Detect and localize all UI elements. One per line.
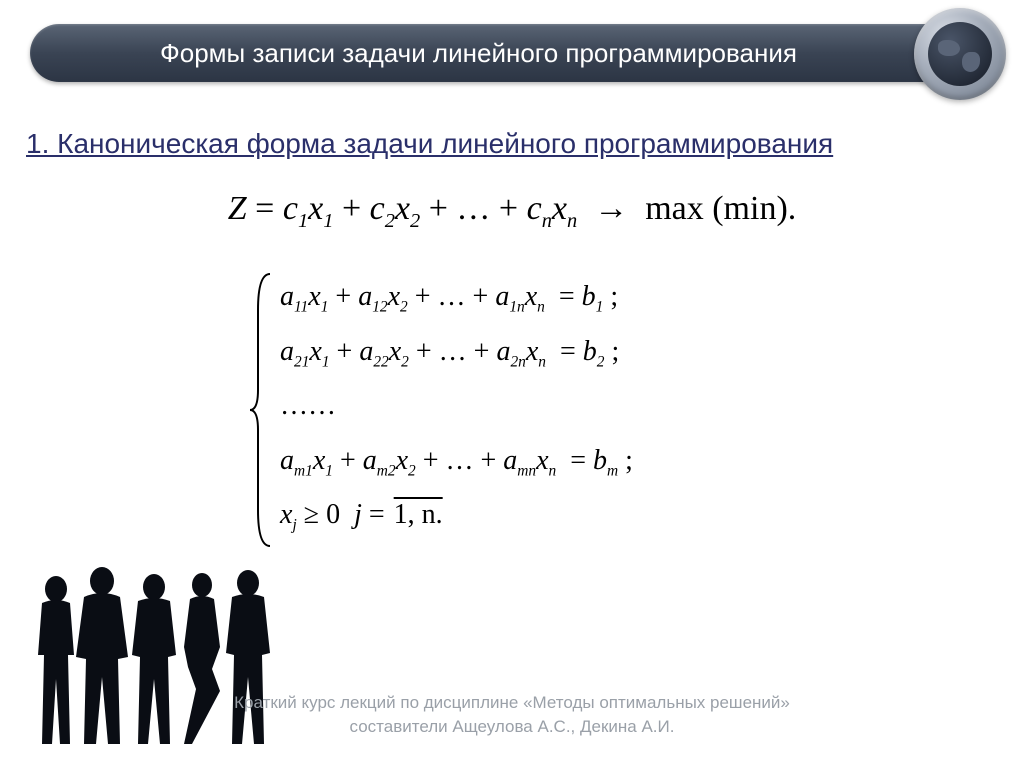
left-brace-icon	[248, 270, 274, 550]
footer-line1: Краткий курс лекций по дисциплине «Метод…	[0, 691, 1024, 715]
constraints-system: a11x1 + a12x2 + … + a1nxn = b1 ;a21x1 + …	[248, 270, 633, 550]
objective-function: Z = c1x1 + c2x2 + … + cnxn → max (min).	[0, 190, 1024, 233]
footer-credit: Краткий курс лекций по дисциплине «Метод…	[0, 691, 1024, 739]
section-heading: 1. Каноническая форма задачи линейного п…	[26, 128, 833, 160]
footer-line2: составители Ащеулова А.С., Декина А.И.	[0, 715, 1024, 739]
page-title: Формы записи задачи линейного программир…	[160, 38, 797, 69]
title-band: Формы записи задачи линейного программир…	[30, 24, 994, 82]
globe-icon	[914, 8, 1006, 100]
